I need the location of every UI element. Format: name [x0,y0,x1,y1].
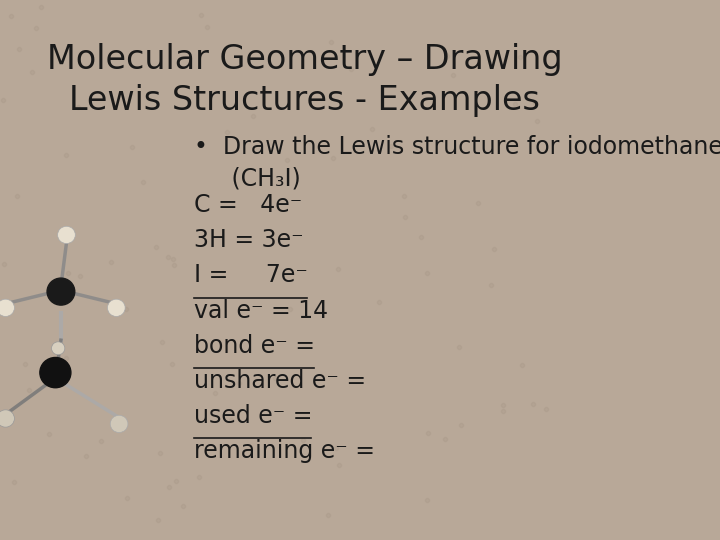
Text: Molecular Geometry – Drawing
Lewis Structures - Examples: Molecular Geometry – Drawing Lewis Struc… [47,43,562,117]
Text: remaining e⁻ =: remaining e⁻ = [194,439,375,463]
Text: •  Draw the Lewis structure for iodomethane
     (CH₃I): • Draw the Lewis structure for iodometha… [194,135,720,191]
Circle shape [107,299,125,316]
Circle shape [47,278,75,305]
Circle shape [52,342,65,355]
Text: unshared e⁻ =: unshared e⁻ = [194,369,366,393]
Text: bond e⁻ =: bond e⁻ = [194,334,315,357]
Circle shape [0,299,14,316]
Circle shape [0,410,14,427]
Circle shape [110,415,128,433]
Text: C =   4e⁻: C = 4e⁻ [194,193,302,217]
Text: 3H = 3e⁻: 3H = 3e⁻ [194,228,303,252]
Circle shape [58,226,76,244]
Circle shape [40,357,71,388]
Text: used e⁻ =: used e⁻ = [194,404,312,428]
Text: val e⁻ = 14: val e⁻ = 14 [194,299,328,322]
Text: I =     7e⁻: I = 7e⁻ [194,264,307,287]
